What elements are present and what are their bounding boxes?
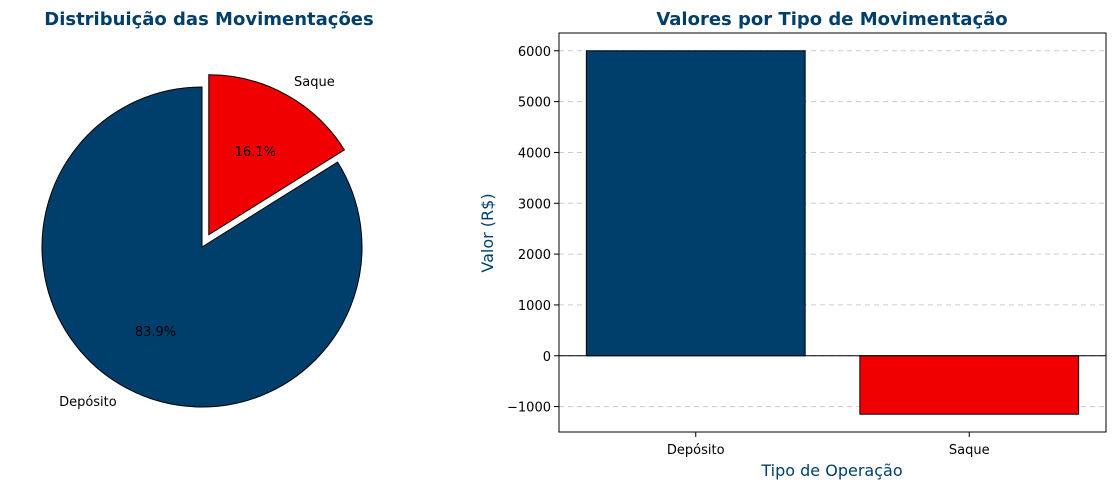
pie-slice-saque xyxy=(208,74,346,236)
pie-title: Distribuição das Movimentações xyxy=(44,9,373,30)
y-tick-label: −1000 xyxy=(507,401,551,416)
bar-deposito xyxy=(585,50,806,357)
y-tick-label: 3000 xyxy=(518,197,551,212)
y-tick-label: 0 xyxy=(543,350,551,365)
pie-label-deposito: Depósito xyxy=(59,395,117,410)
pie-pct-label-deposito: 83.9% xyxy=(135,325,176,340)
y-axis-label: Valor (R$) xyxy=(478,193,497,272)
x-tick-label-saque: Saque xyxy=(949,443,990,458)
x-axis-ticks: Depósito Saque xyxy=(667,432,990,458)
pie-chart: Distribuição das Movimentações 83.9% Depó… xyxy=(41,9,374,410)
y-axis-ticks: −1000 0 1000 2000 3000 4000 5000 6000 xyxy=(507,45,559,416)
y-tick-label: 1000 xyxy=(518,299,551,314)
x-tick-label-deposito: Depósito xyxy=(667,443,725,458)
y-tick-label: 4000 xyxy=(518,146,551,161)
pie-pct-label-saque: 16.1% xyxy=(235,145,276,160)
x-axis-label: Tipo de Operação xyxy=(760,461,902,480)
y-tick-label: 5000 xyxy=(518,96,551,111)
bar-chart: Valores por Tipo de Movimentação −1000 0 1… xyxy=(478,9,1107,480)
y-tick-label: 6000 xyxy=(518,45,551,60)
y-tick-label: 2000 xyxy=(518,248,551,263)
bar-saque xyxy=(859,355,1080,415)
pie-labels: 83.9% Depósito 16.1% Saque xyxy=(59,75,335,410)
pie-slice-deposito xyxy=(41,86,363,408)
pie-slices xyxy=(41,74,363,408)
bar-title: Valores por Tipo de Movimentação xyxy=(656,9,1007,30)
pie-label-saque: Saque xyxy=(294,75,335,90)
bar-bars xyxy=(585,50,1080,415)
plot-frame xyxy=(558,32,1107,433)
